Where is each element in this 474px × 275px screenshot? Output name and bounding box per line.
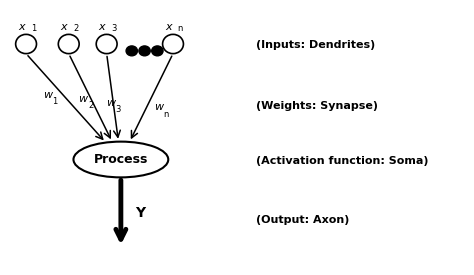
- Ellipse shape: [73, 142, 168, 177]
- Text: 2: 2: [88, 101, 93, 110]
- Ellipse shape: [152, 46, 163, 56]
- Text: (Activation function: Soma): (Activation function: Soma): [256, 156, 428, 166]
- Text: (Weights: Synapse): (Weights: Synapse): [256, 101, 378, 111]
- Text: w: w: [43, 90, 52, 100]
- Text: (Output: Axon): (Output: Axon): [256, 215, 349, 225]
- Text: w: w: [106, 98, 115, 108]
- Text: Process: Process: [94, 153, 148, 166]
- Ellipse shape: [16, 34, 36, 54]
- Text: 1: 1: [31, 24, 36, 33]
- Text: 2: 2: [73, 24, 79, 33]
- Text: 3: 3: [111, 24, 117, 33]
- Text: (Inputs: Dendrites): (Inputs: Dendrites): [256, 40, 375, 50]
- Text: 1: 1: [52, 97, 58, 106]
- Text: n: n: [164, 110, 169, 119]
- Ellipse shape: [163, 34, 183, 54]
- Text: x: x: [165, 22, 172, 32]
- Text: w: w: [154, 102, 164, 112]
- Text: x: x: [99, 22, 105, 32]
- Text: x: x: [18, 22, 25, 32]
- Ellipse shape: [139, 46, 150, 56]
- Text: x: x: [61, 22, 67, 32]
- Text: n: n: [178, 24, 183, 33]
- Ellipse shape: [96, 34, 117, 54]
- Ellipse shape: [126, 46, 137, 56]
- Ellipse shape: [58, 34, 79, 54]
- Text: 3: 3: [115, 106, 121, 114]
- Text: w: w: [78, 94, 88, 104]
- Text: Y: Y: [135, 206, 145, 220]
